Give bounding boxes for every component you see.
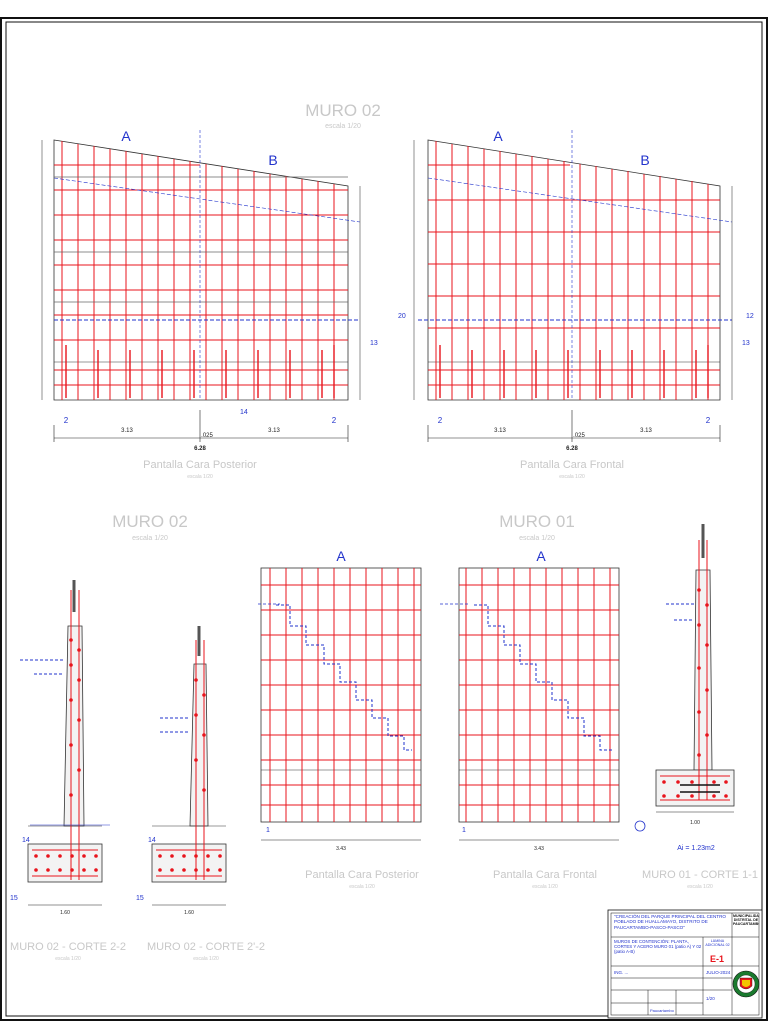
title-block-scale: 1/20: [706, 996, 715, 1001]
view-title-posterior: Pantalla Cara Posterior: [143, 459, 257, 471]
marker-1-b: 1: [462, 827, 466, 834]
section-title-c: MURO 01 - CORTE 1-1: [642, 869, 758, 881]
dim-base-width-b: 1.60: [184, 910, 194, 916]
section-title-b: MURO 02 - CORTE 2'-2: [147, 941, 265, 953]
marker-13-2: 13: [742, 340, 750, 347]
marker-2-right: 2: [332, 416, 337, 425]
marker-12: 12: [746, 313, 754, 320]
dim-right-half-2: 3.13: [640, 428, 652, 434]
title-block-location: Paucartambo: [650, 1008, 675, 1013]
zone-a-label-3: A: [336, 548, 346, 564]
marker-13: 13: [370, 340, 378, 347]
section-2p-2: 1.60 14 15 MURO 02 - CORTE 2'-2 escala 1…: [136, 626, 265, 962]
muro01-title: MURO 01: [499, 512, 575, 531]
small-elevation-frontal: A 3.43 1 Pantalla Cara Frontal escala 1/…: [440, 548, 620, 890]
municipal-seal-icon: [732, 970, 760, 998]
title-block-project: "CREACIÓN DEL PARQUE PRINCIPAL DEL CENTR…: [614, 914, 726, 930]
small-title-posterior: Pantalla Cara Posterior: [305, 869, 419, 881]
title-block: "CREACIÓN DEL PARQUE PRINCIPAL DEL CENTR…: [607, 909, 763, 1019]
dim-small-width-2: 3.43: [534, 846, 544, 852]
title-block-sheet-label: LÁMINA ADICIONAL 02: [705, 939, 730, 948]
dim-right-half: 3.13: [268, 428, 280, 434]
marker-15-b: 15: [136, 895, 144, 902]
view-scale-posterior: escala 1/20: [187, 474, 213, 480]
section-2-2: 1.60 14 15 MURO 02 - CORTE 2-2 escala 1/…: [10, 580, 126, 962]
zone-b-label: B: [268, 152, 277, 168]
small-title-frontal: Pantalla Cara Frontal: [493, 869, 597, 881]
title-block-institution: MUNICIPALIDAD DISTRITAL DE PAUCARTAMBO: [733, 914, 759, 927]
marker-1-a: 1: [266, 827, 270, 834]
zone-a-label-2: A: [493, 128, 503, 144]
small-scale-posterior: escala 1/20: [349, 884, 375, 890]
section-1-1: 1.00 Ai = 1.23m2 MURO 01 - CORTE 1-1 esc…: [634, 524, 758, 890]
section-c-note: Ai = 1.23m2: [677, 845, 715, 852]
muro02-title-bottom: MURO 02: [112, 512, 188, 531]
zone-a-label-4: A: [536, 548, 546, 564]
title-block-sheet-code: E-1: [710, 954, 724, 964]
marker-15-a: 15: [10, 895, 18, 902]
zone-a-label: A: [121, 128, 131, 144]
dim-total: 6.28: [194, 446, 206, 452]
zone-b-label-2: B: [640, 152, 649, 168]
view-scale-frontal: escala 1/20: [559, 474, 585, 480]
muro02-scale: escala 1/20: [325, 123, 361, 130]
section-scale-b: escala 1/20: [193, 956, 219, 962]
marker-20: 20: [398, 313, 406, 320]
muro01-scale: escala 1/20: [519, 535, 555, 542]
title-block-designer: ING. ...: [614, 970, 628, 975]
marker-2-right-2: 2: [706, 416, 711, 425]
elevation-frontal: A B: [398, 128, 754, 480]
dim-small-width: 3.43: [336, 846, 346, 852]
dim-total-2: 6.28: [566, 446, 578, 452]
sheet-outer-border: [0, 17, 768, 1021]
title-block-date: JULIO-2024: [706, 970, 731, 975]
marker-14: 14: [240, 409, 248, 416]
muro02-title: MURO 02: [305, 101, 381, 120]
view-title-frontal: Pantalla Cara Frontal: [520, 459, 624, 471]
title-block-content: MUROS DE CONTENCIÓN: PLANTA, CORTES Y AC…: [614, 939, 702, 955]
small-scale-frontal: escala 1/20: [532, 884, 558, 890]
sheet-inner-border: [5, 21, 763, 1017]
marker-2-left: 2: [64, 416, 69, 425]
section-scale-c: escala 1/20: [687, 884, 713, 890]
section-title-a: MURO 02 - CORTE 2-2: [10, 941, 126, 953]
elevation-posterior: MURO 02 escala 1/20 A B: [41, 101, 381, 480]
small-elevation-posterior: A 3.43 1 Pantalla Cara Posterior escala …: [258, 548, 422, 890]
dim-base-width-a: 1.60: [60, 910, 70, 916]
section-scale-a: escala 1/20: [55, 956, 81, 962]
dim-joint-2: .025: [573, 433, 585, 439]
dim-joint: .025: [201, 433, 213, 439]
marker-14-a: 14: [22, 837, 30, 844]
marker-14-b: 14: [148, 837, 156, 844]
marker-2-left-2: 2: [438, 416, 443, 425]
muro02-scale-bottom: escala 1/20: [132, 535, 168, 542]
dim-base-width-c: 1.00: [690, 820, 700, 826]
dim-left-half: 3.13: [121, 428, 133, 434]
dim-left-half-2: 3.13: [494, 428, 506, 434]
